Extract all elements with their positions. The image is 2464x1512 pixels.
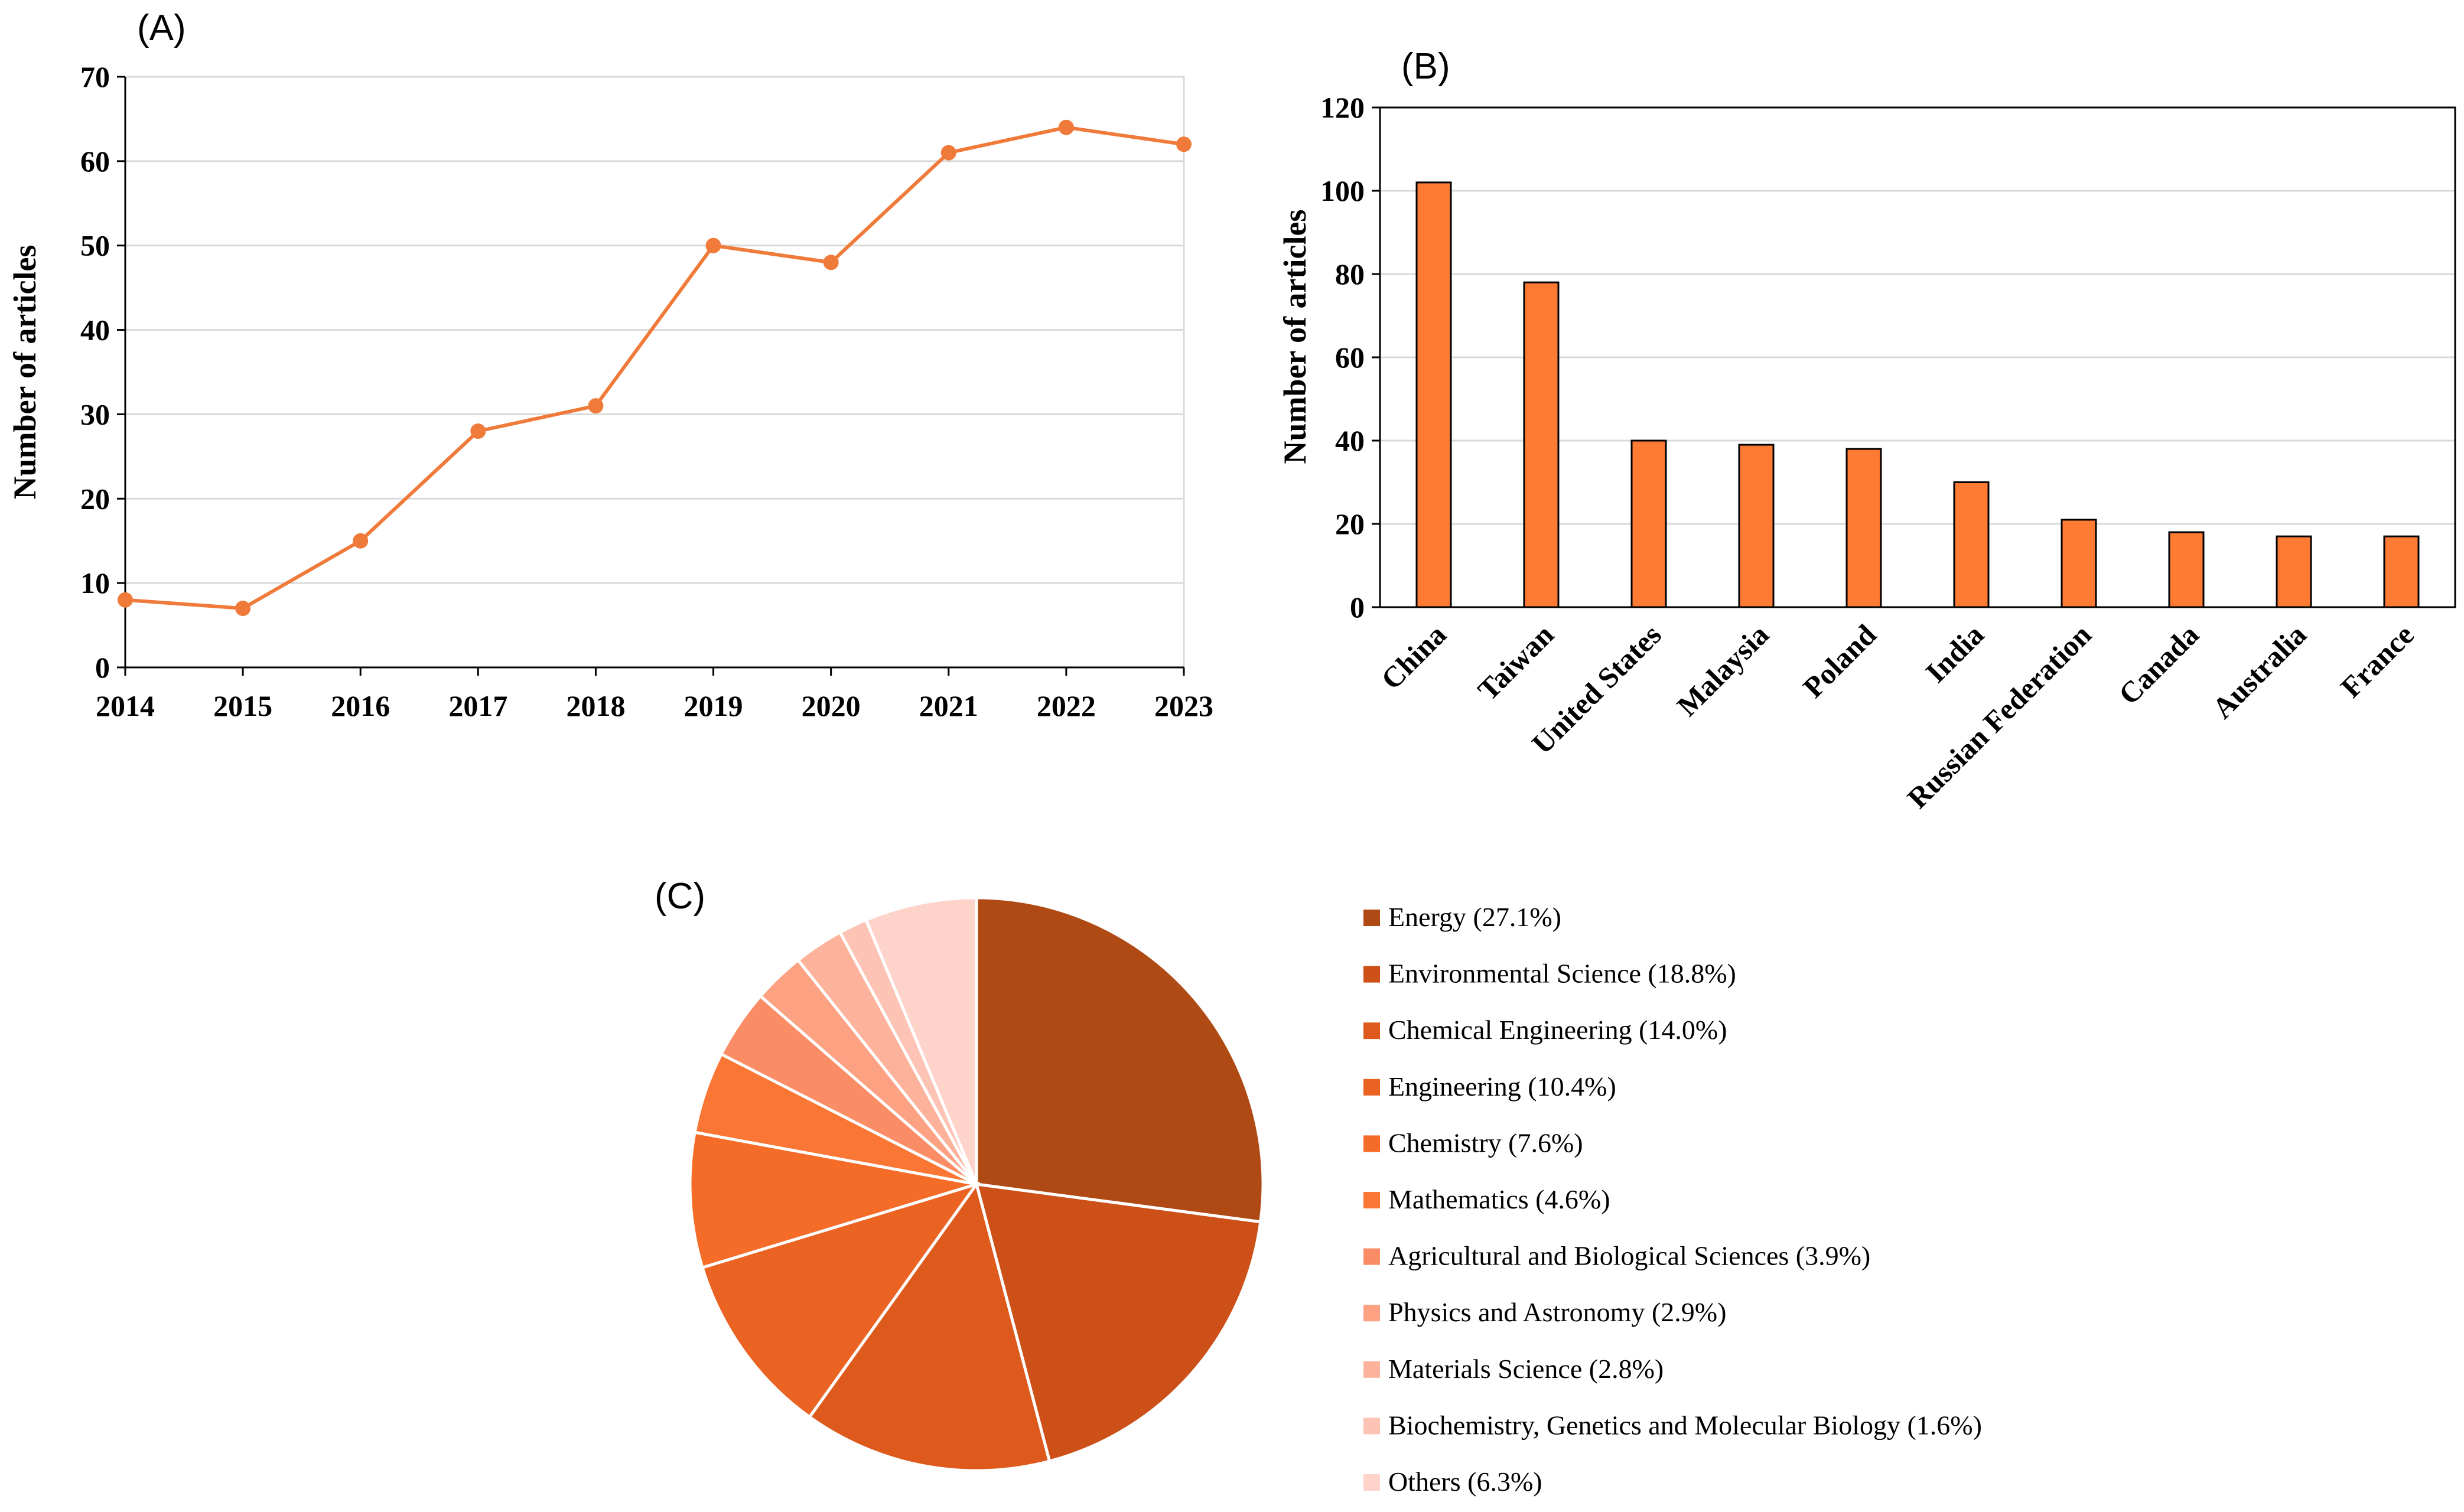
- panel-a-x-tick-label: 2023: [1154, 689, 1213, 722]
- panel-b-category-label: India: [1919, 618, 1990, 689]
- panel-b-bar: [1845, 448, 1882, 608]
- panel-a-plot-area: [124, 76, 1185, 669]
- panel-a-y-tick-label: 10: [80, 566, 110, 599]
- panel-c-legend-label: Environmental Science (18.8%): [1388, 959, 1736, 989]
- panel-c-pie-slice: [864, 896, 978, 1185]
- panel-a-data-point: [118, 592, 133, 608]
- panel-b-category-label: Poland: [1796, 618, 1883, 704]
- panel-a-y-tick-label: 30: [80, 397, 110, 431]
- panel-c-legend-swatch: [1363, 1474, 1380, 1491]
- panel-c-legend-label: Chemistry (7.6%): [1388, 1128, 1583, 1158]
- panel-c-legend-label: Mathematics (4.6%): [1388, 1184, 1610, 1214]
- panel-b-bar: [1738, 444, 1775, 608]
- panel-c-legend-swatch: [1363, 1135, 1380, 1152]
- panel-b-y-tick-label: 0: [1350, 591, 1365, 624]
- panel-c-legend-label: Chemical Engineering (14.0%): [1388, 1015, 1727, 1045]
- panel-a-y-tick-label: 40: [80, 314, 110, 347]
- panel-a-y-axis-title: Number of articles: [7, 245, 43, 500]
- panel-a-x-tick-label: 2016: [331, 689, 390, 722]
- panel-a-series-line: [125, 125, 1184, 611]
- panel-a-x-tick-label: 2015: [213, 689, 272, 722]
- panel-a-x-tick-label: 2014: [96, 689, 155, 722]
- panel-c-legend-swatch: [1363, 1361, 1380, 1378]
- panel-c-legend-swatch: [1363, 1022, 1380, 1040]
- panel-a-data-point: [235, 601, 251, 616]
- panel-c-pie-slice: [688, 1130, 977, 1270]
- panel-a-data-point: [823, 255, 839, 271]
- panel-c-legend-swatch: [1363, 1078, 1380, 1096]
- panel-a-data-point: [1058, 119, 1074, 135]
- panel-b-y-tick-label: 100: [1320, 174, 1365, 207]
- panel-a-y-tick-label: 20: [80, 482, 110, 515]
- panel-b-y-tick-label: 40: [1335, 424, 1365, 457]
- panel-c-legend-swatch: [1363, 966, 1380, 983]
- panel-c-legend-swatch: [1363, 1192, 1380, 1208]
- panel-b-bar: [2383, 535, 2420, 608]
- panel-b-bar: [2168, 531, 2205, 608]
- panel-b-category-label: Australia: [2206, 618, 2313, 725]
- panel-b-y-tick-label: 80: [1335, 258, 1365, 291]
- panel-a-label: (A): [137, 8, 186, 48]
- panel-a-x-tick-label: 2018: [566, 689, 625, 722]
- panel-b-bar-chart: (B) Number of articles 0 20 40 60 80 100 120 C…: [1277, 46, 2456, 814]
- panel-c-pie-slice: [700, 1181, 981, 1419]
- panel-a-x-tick-label: 2017: [448, 689, 507, 722]
- panel-c-legend-swatch: [1363, 1418, 1380, 1435]
- panel-b-bar: [1630, 439, 1667, 608]
- panel-c-pie-chart: (C) Energy (27.1%) Environmental Science …: [655, 876, 1982, 1497]
- panel-a-x-tick-label: 2022: [1037, 689, 1096, 722]
- panel-c-legend-swatch: [1363, 1248, 1380, 1265]
- panel-c-legend-label: Energy (27.1%): [1388, 902, 1561, 932]
- panel-b-bar: [1953, 481, 1990, 608]
- panel-c-legend-swatch: [1363, 1305, 1380, 1322]
- panel-b-y-tick-label: 120: [1320, 91, 1365, 124]
- panel-b-plot-frame: [1379, 106, 2456, 608]
- panel-a-y-tick-label: 50: [80, 229, 110, 262]
- panel-a-data-point: [1176, 136, 1192, 152]
- panel-b-y-tick-label: 60: [1335, 341, 1365, 374]
- panel-b-category-label: France: [2334, 618, 2420, 704]
- panel-a-x-tick-label: 2019: [684, 689, 743, 722]
- panel-b-category-label: China: [1375, 618, 1453, 696]
- panel-a-y-tick-label: 70: [80, 60, 110, 93]
- panel-b-bar: [1415, 181, 1452, 608]
- panel-a-line-chart: (A) Number of articles 0 10 20 30 40 50 60 70 20…: [7, 8, 1213, 722]
- panel-a-data-point: [940, 145, 956, 161]
- panel-b-category-label: Malaysia: [1671, 618, 1775, 722]
- panel-a-y-tick-label: 60: [80, 145, 110, 178]
- panel-b-bar: [2276, 535, 2312, 608]
- panel-c-pie-slice: [975, 896, 1265, 1224]
- panel-a-data-point: [353, 533, 369, 549]
- panel-b-category-label: Taiwan: [1471, 618, 1560, 706]
- panel-a-data-point: [588, 398, 604, 414]
- panel-b-category-label: Canada: [2112, 618, 2205, 711]
- panel-c-pie-slice: [807, 1181, 1052, 1472]
- panel-c-legend-label: Materials Science (2.8%): [1388, 1354, 1664, 1384]
- panel-b-y-tick-label: 20: [1335, 507, 1365, 540]
- panel-a-y-tick-label: 0: [95, 651, 110, 684]
- panel-c-legend-label: Agricultural and Biological Sciences (3.…: [1388, 1241, 1870, 1271]
- panel-c-legend-label: Others (6.3%): [1388, 1467, 1542, 1497]
- panel-c-label: (C): [655, 876, 705, 917]
- panel-b-label: (B): [1401, 46, 1450, 87]
- panel-b-bar: [1523, 281, 1560, 608]
- panel-c-legend-swatch: [1363, 910, 1380, 926]
- panel-a-x-tick-label: 2020: [802, 689, 861, 722]
- panel-a-data-point: [705, 237, 721, 253]
- panel-c-legend-label: Physics and Astronomy (2.9%): [1388, 1297, 1726, 1327]
- panel-a-x-tick-label: 2021: [919, 689, 978, 722]
- panel-c-legend-label: Biochemistry, Genetics and Molecular Bio…: [1388, 1410, 1982, 1440]
- panel-b-category-label: Russian Federation: [1901, 618, 2098, 814]
- panel-b-y-axis-title: Number of articles: [1277, 210, 1313, 464]
- panel-a-data-point: [470, 423, 486, 439]
- panel-b-bar: [2061, 519, 2097, 608]
- panel-c-legend-label: Engineering (10.4%): [1388, 1071, 1616, 1102]
- panel-c-pie-slice: [974, 1182, 1262, 1464]
